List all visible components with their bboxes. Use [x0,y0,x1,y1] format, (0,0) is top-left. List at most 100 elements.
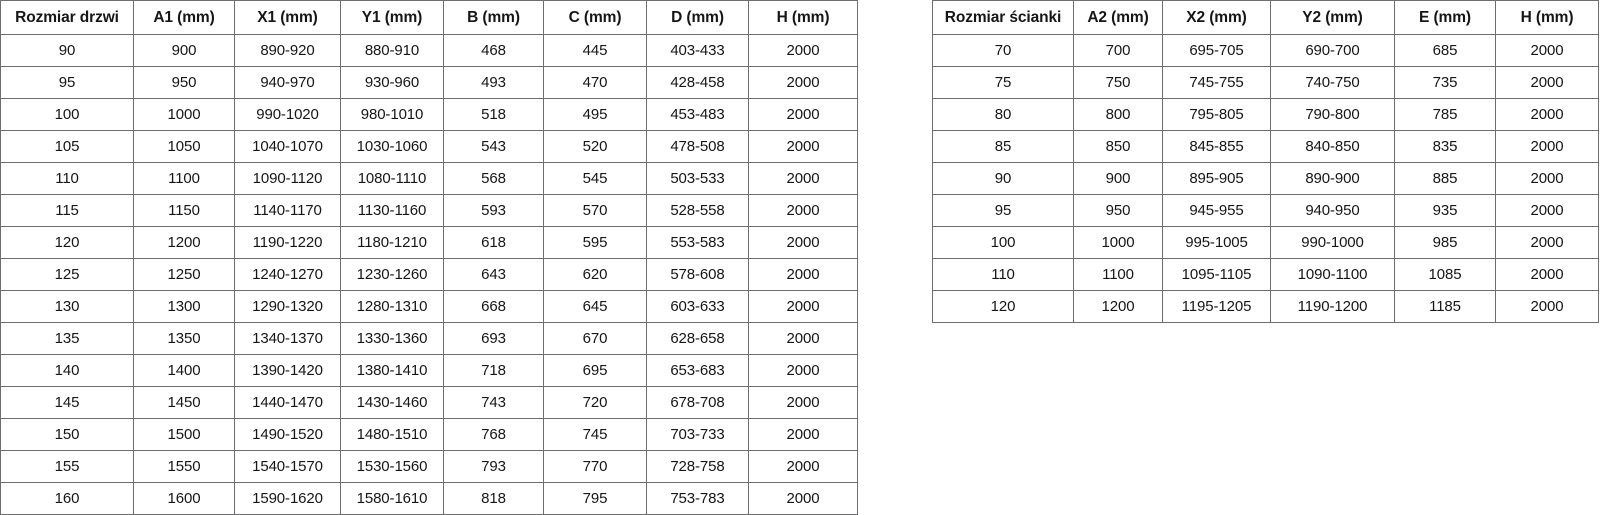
cell-b: 793 [443,450,544,483]
cell-b: 768 [443,418,544,451]
cell-rozmiar-drzwi: 100 [0,98,134,131]
cell-x1: 1090-1120 [234,162,341,195]
wall-size-table-container: Rozmiar ścianki A2 (mm) X2 (mm) Y2 (mm) … [932,0,1599,323]
cell-b: 693 [443,322,544,355]
cell-y1: 1380-1410 [340,354,444,387]
column-header-y2: Y2 (mm) [1270,0,1395,35]
cell-y1: 1180-1210 [340,226,444,259]
cell-d: 428-458 [646,66,749,99]
cell-d: 478-508 [646,130,749,163]
cell-c: 470 [543,66,647,99]
cell-b: 468 [443,34,544,67]
table-row: 125 1250 1240-1270 1230-1260 643 620 578-608 20… [0,258,858,291]
door-size-table-container: Rozmiar drzwi A1 (mm) X1 (mm) Y1 (mm) B … [0,0,858,515]
cell-c: 570 [543,194,647,227]
cell-rozmiar-drzwi: 95 [0,66,134,99]
cell-c: 720 [543,386,647,419]
column-header-x1: X1 (mm) [234,0,341,35]
cell-rozmiar-drzwi: 105 [0,130,134,163]
cell-d: 403-433 [646,34,749,67]
cell-d: 553-583 [646,226,749,259]
cell-h: 2000 [1495,98,1599,131]
wall-table-body: 70 700 695-705 690-700 685 2000 75 750 745-755 74… [932,34,1599,323]
cell-e: 1185 [1394,290,1496,323]
cell-rozmiar-scianki: 70 [932,34,1074,67]
cell-h: 2000 [748,98,858,131]
cell-x1: 1140-1170 [234,194,341,227]
cell-e: 735 [1394,66,1496,99]
cell-rozmiar-scianki: 80 [932,98,1074,131]
cell-y2: 890-900 [1270,162,1395,195]
cell-x2: 945-955 [1162,194,1271,227]
cell-c: 745 [543,418,647,451]
wall-table-header: Rozmiar ścianki A2 (mm) X2 (mm) Y2 (mm) … [932,0,1599,35]
cell-h: 2000 [1495,34,1599,67]
cell-h: 2000 [1495,290,1599,323]
cell-c: 645 [543,290,647,323]
cell-h: 2000 [748,322,858,355]
cell-c: 670 [543,322,647,355]
column-header-b: B (mm) [443,0,544,35]
cell-a1: 1100 [133,162,235,195]
cell-x1: 890-920 [234,34,341,67]
column-header-d: D (mm) [646,0,749,35]
cell-x2: 995-1005 [1162,226,1271,259]
cell-h: 2000 [748,130,858,163]
cell-d: 728-758 [646,450,749,483]
cell-rozmiar-scianki: 110 [932,258,1074,291]
cell-rozmiar-drzwi: 135 [0,322,134,355]
table-row: 105 1050 1040-1070 1030-1060 543 520 478-508 20… [0,130,858,163]
cell-x1: 1540-1570 [234,450,341,483]
cell-b: 743 [443,386,544,419]
cell-c: 595 [543,226,647,259]
cell-x1: 1440-1470 [234,386,341,419]
cell-h: 2000 [1495,162,1599,195]
cell-e: 885 [1394,162,1496,195]
table-row: 85 850 845-855 840-850 835 2000 [932,130,1599,163]
cell-h: 2000 [748,66,858,99]
cell-rozmiar-scianki: 120 [932,290,1074,323]
cell-y2: 790-800 [1270,98,1395,131]
cell-b: 618 [443,226,544,259]
cell-h: 2000 [748,450,858,483]
column-header-h: H (mm) [1495,0,1599,35]
cell-h: 2000 [1495,66,1599,99]
cell-c: 445 [543,34,647,67]
column-header-x2: X2 (mm) [1162,0,1271,35]
cell-y1: 1530-1560 [340,450,444,483]
cell-y1: 980-1010 [340,98,444,131]
cell-h: 2000 [748,258,858,291]
cell-rozmiar-drzwi: 90 [0,34,134,67]
cell-b: 543 [443,130,544,163]
cell-y1: 1130-1160 [340,194,444,227]
cell-h: 2000 [748,194,858,227]
table-row: 120 1200 1195-1205 1190-1200 1185 2000 [932,290,1599,323]
cell-a1: 1200 [133,226,235,259]
cell-h: 2000 [748,290,858,323]
table-header-row: Rozmiar drzwi A1 (mm) X1 (mm) Y1 (mm) B … [0,0,858,35]
cell-a2: 900 [1073,162,1163,195]
cell-rozmiar-scianki: 100 [932,226,1074,259]
cell-d: 503-533 [646,162,749,195]
cell-d: 753-783 [646,482,749,515]
cell-y2: 740-750 [1270,66,1395,99]
cell-x1: 1390-1420 [234,354,341,387]
cell-y2: 840-850 [1270,130,1395,163]
table-row: 155 1550 1540-1570 1530-1560 793 770 728-758 20… [0,450,858,483]
cell-x2: 695-705 [1162,34,1271,67]
cell-a1: 950 [133,66,235,99]
cell-a2: 1000 [1073,226,1163,259]
cell-rozmiar-drzwi: 145 [0,386,134,419]
cell-a1: 900 [133,34,235,67]
cell-y1: 1230-1260 [340,258,444,291]
cell-c: 620 [543,258,647,291]
cell-rozmiar-drzwi: 160 [0,482,134,515]
table-row: 130 1300 1290-1320 1280-1310 668 645 603-633 20… [0,290,858,323]
table-row: 120 1200 1190-1220 1180-1210 618 595 553-583 20… [0,226,858,259]
cell-x1: 1590-1620 [234,482,341,515]
cell-e: 935 [1394,194,1496,227]
cell-y2: 1190-1200 [1270,290,1395,323]
table-row: 100 1000 990-1020 980-1010 518 495 453-483 2000 [0,98,858,131]
cell-x1: 1490-1520 [234,418,341,451]
